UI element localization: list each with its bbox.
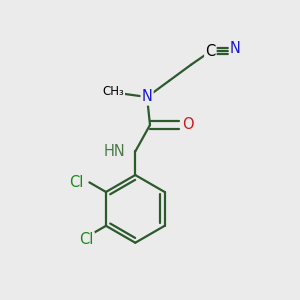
Text: C: C (205, 44, 215, 59)
Text: O: O (182, 118, 194, 133)
Text: N: N (142, 89, 152, 104)
Text: Cl: Cl (69, 175, 83, 190)
Text: CH₃: CH₃ (102, 85, 124, 98)
Text: N: N (230, 41, 241, 56)
Text: HN: HN (104, 144, 126, 159)
Text: Cl: Cl (79, 232, 94, 247)
